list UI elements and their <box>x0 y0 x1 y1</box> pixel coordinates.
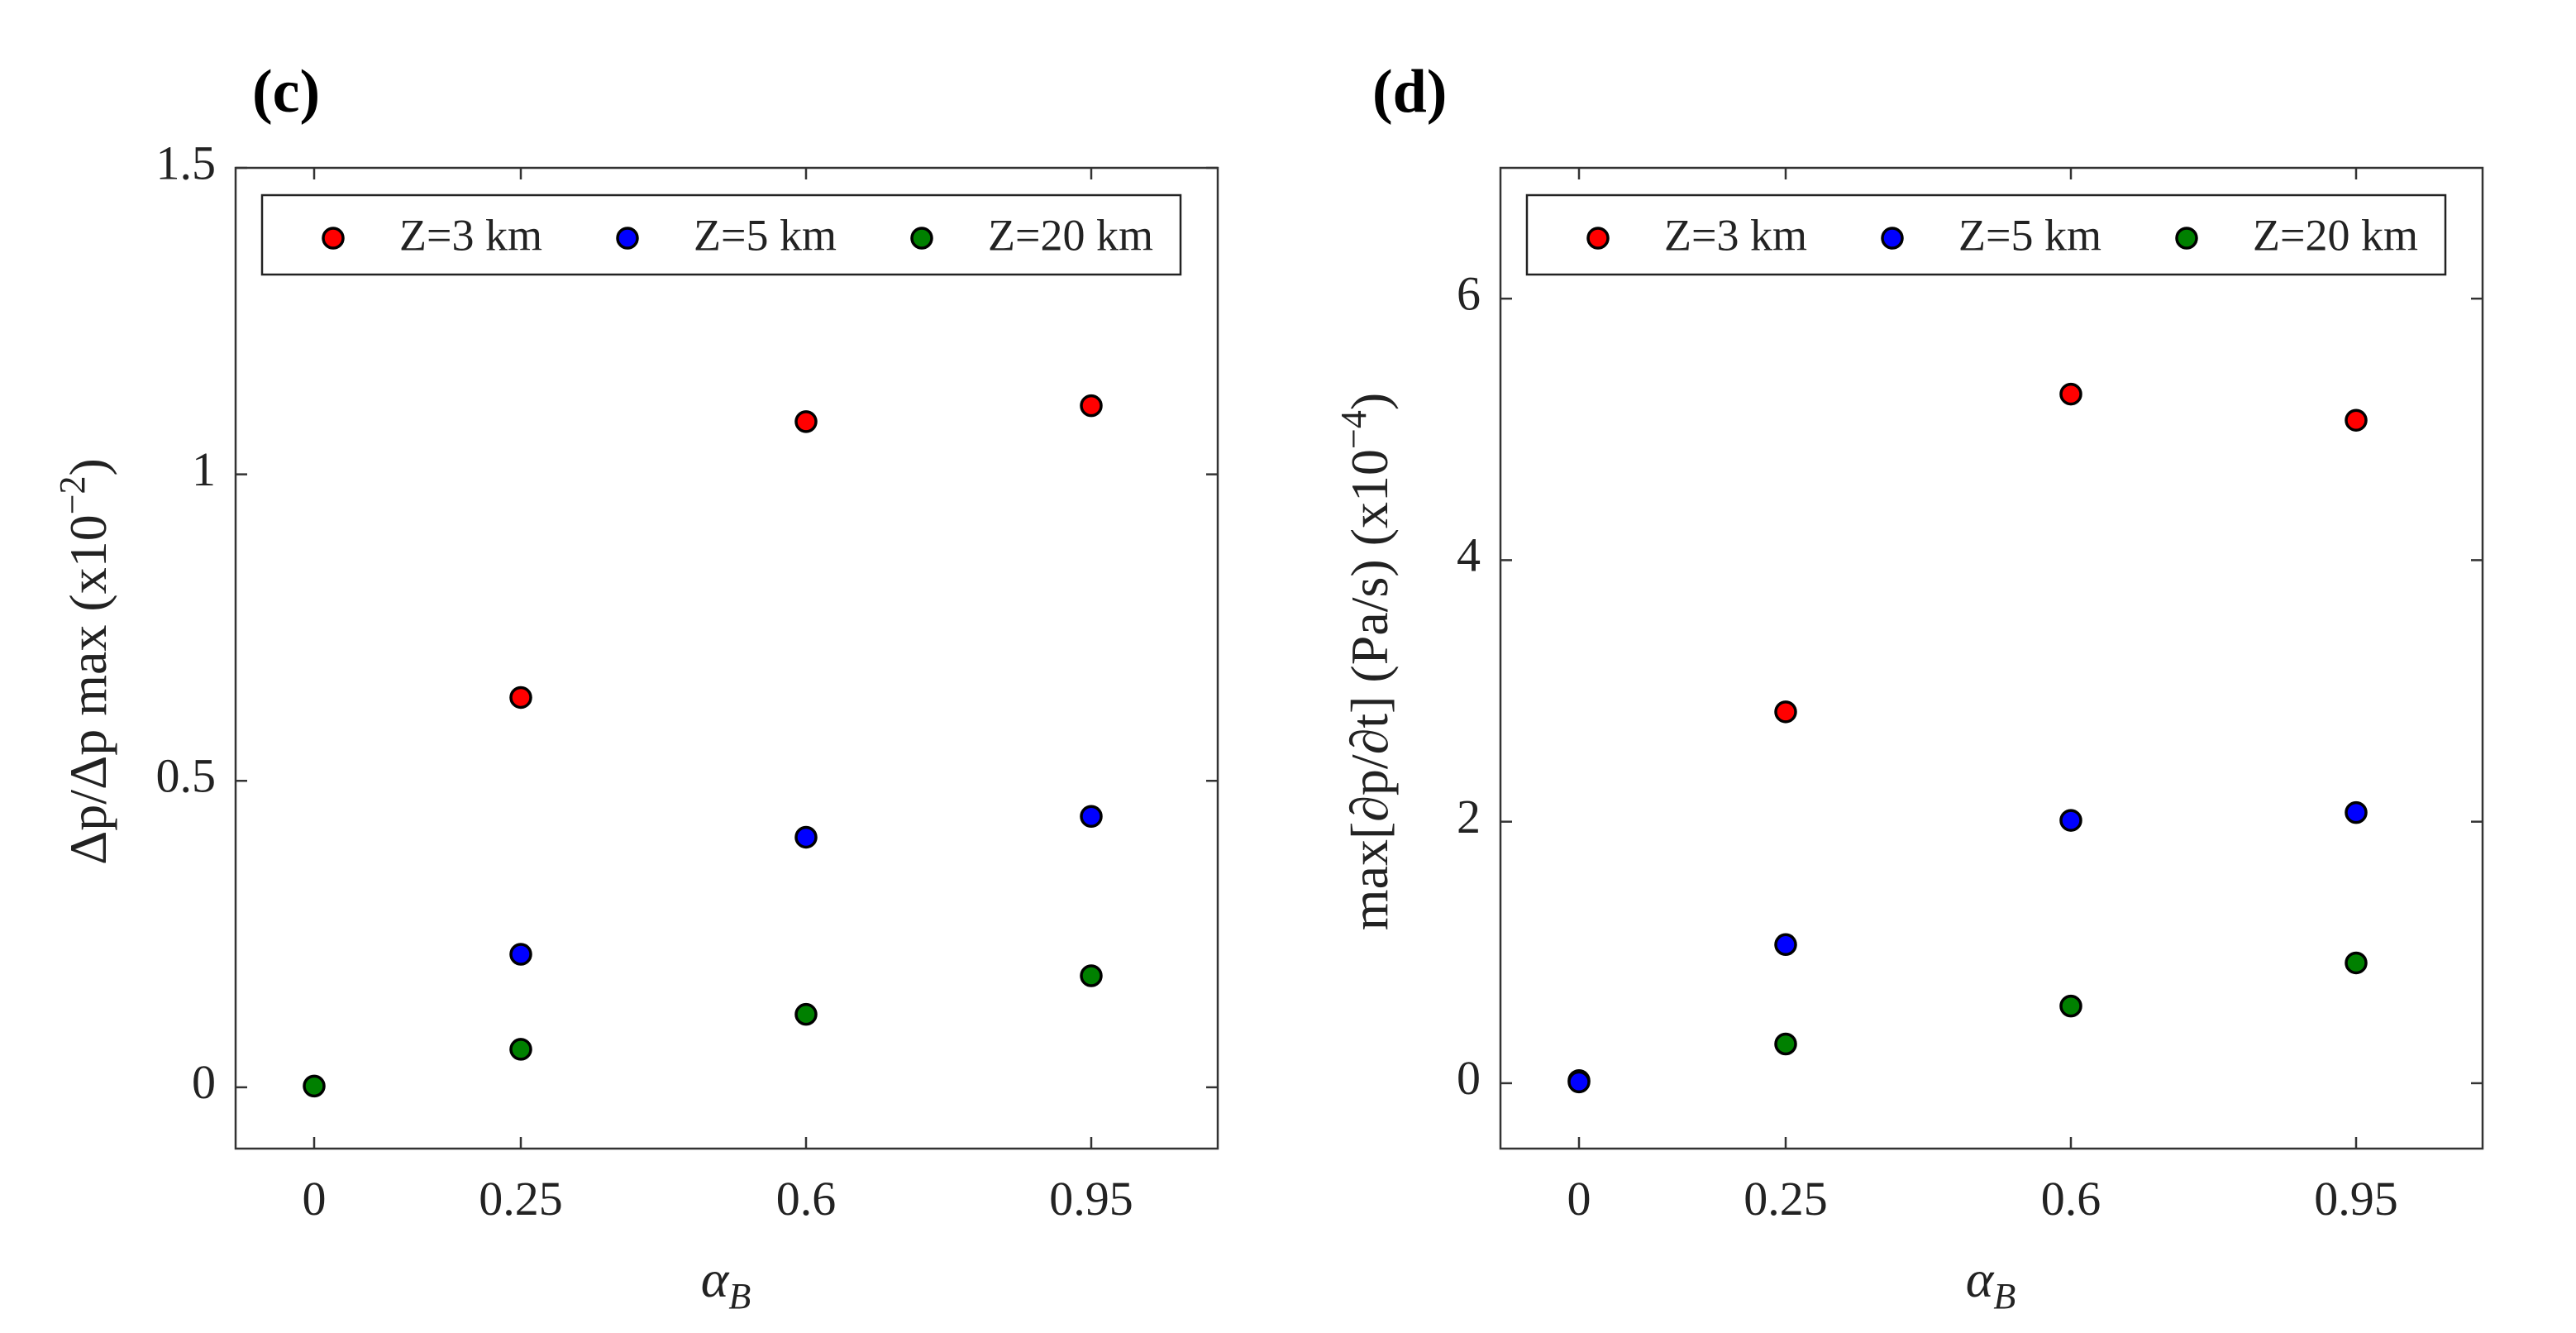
legend-marker-c-2 <box>910 227 933 250</box>
legend-c: Z=3 km Z=5 km Z=20 km <box>260 194 1182 276</box>
point-c-s1-3 <box>1080 805 1103 828</box>
xtick-label-c-2: 0.6 <box>776 1172 837 1226</box>
panel-d: (d) 0 2 4 6 0 0.25 0.6 0.95 αB max[∂p/∂t] (Pa/s… <box>1333 58 2484 1316</box>
xtick-label-c-3: 0.95 <box>1049 1172 1133 1226</box>
axes-frame-d <box>1499 166 2484 1150</box>
ytick-label-c-0: 0 <box>192 1055 216 1109</box>
x-axis-label-c-sub: B <box>728 1276 751 1316</box>
point-d-s2-2 <box>2059 994 2082 1018</box>
legend-marker-d-2 <box>2175 227 2198 250</box>
point-c-s0-1 <box>509 686 532 710</box>
point-d-s1-3 <box>2345 800 2368 824</box>
legend-text-c-1: Z=5 km <box>694 210 837 260</box>
x-axis-label-d: αB <box>1966 1249 2015 1316</box>
ytick-label-d-0: 0 <box>1457 1051 1481 1105</box>
legend-box-c <box>260 194 1182 276</box>
point-d-s1-0 <box>1567 1070 1591 1094</box>
legend-text-c-2: Z=20 km <box>988 210 1153 260</box>
xtick-label-d-0: 0 <box>1567 1172 1591 1226</box>
axes-frame-c <box>234 166 1219 1150</box>
point-c-s2-2 <box>794 1002 818 1026</box>
point-d-s2-1 <box>1774 1032 1797 1056</box>
point-d-s0-3 <box>2345 408 2368 432</box>
ytick-label-d-3: 6 <box>1457 266 1481 320</box>
panel-label-d: (d) <box>1372 58 1447 126</box>
x-axis-label-d-symbol: α <box>1966 1249 1995 1308</box>
y-axis-label-c-main: Δp/Δp max (x10 <box>59 514 117 865</box>
point-c-s0-2 <box>794 410 818 433</box>
legend-marker-c-1 <box>616 227 639 250</box>
y-axis-label-d-main: max[∂p/∂t] (Pa/s) (x10 <box>1340 449 1399 930</box>
axis-ticks-c: 0 0.5 1 1.5 0 0.25 0.6 0.95 <box>156 136 1218 1226</box>
y-axis-label-c-exp: −2 <box>52 475 93 514</box>
axis-ticks-d: 0 2 4 6 0 0.25 0.6 0.95 <box>1457 168 2483 1226</box>
data-points-c <box>303 394 1103 1098</box>
panel-c: (c) 0 0.5 1 1.5 0 0.25 0.6 0.95 αB Δp/Δp max (x… <box>52 58 1219 1316</box>
xtick-label-d-1: 0.25 <box>1744 1172 1828 1226</box>
legend-box-d <box>1525 194 2447 276</box>
legend-text-d-0: Z=3 km <box>1664 210 1807 260</box>
legend-marker-c-0 <box>322 227 345 250</box>
xtick-label-c-1: 0.25 <box>479 1172 563 1226</box>
panel-label-c: (c) <box>252 58 320 126</box>
point-d-s0-1 <box>1774 700 1797 724</box>
point-c-s1-1 <box>509 943 532 966</box>
ytick-label-c-2: 1 <box>192 442 216 496</box>
y-axis-label-d: max[∂p/∂t] (Pa/s) (x10−4) <box>1333 393 1399 930</box>
ytick-label-d-1: 2 <box>1457 790 1481 843</box>
legend-d: Z=3 km Z=5 km Z=20 km <box>1525 194 2447 276</box>
point-c-s1-2 <box>794 825 818 849</box>
y-axis-label-d-exp: −4 <box>1333 410 1374 449</box>
point-c-s2-1 <box>509 1038 532 1061</box>
ytick-label-c-1: 0.5 <box>156 749 217 803</box>
point-d-s1-1 <box>1774 933 1797 957</box>
legend-text-d-2: Z=20 km <box>2253 210 2418 260</box>
ytick-label-d-2: 4 <box>1457 528 1481 582</box>
y-axis-label-d-close: ) <box>1340 393 1399 410</box>
point-c-s2-3 <box>1080 964 1103 987</box>
x-axis-label-c-symbol: α <box>701 1249 730 1308</box>
xtick-label-d-2: 0.6 <box>2041 1172 2101 1226</box>
legend-text-d-1: Z=5 km <box>1958 210 2101 260</box>
x-axis-label-d-sub: B <box>1993 1276 2015 1316</box>
legend-marker-d-1 <box>1881 227 1904 250</box>
point-d-s0-2 <box>2059 382 2082 406</box>
y-axis-label-c-close: ) <box>59 458 117 475</box>
legend-marker-d-0 <box>1586 227 1610 250</box>
data-points-d <box>1567 382 2368 1094</box>
xtick-label-c-0: 0 <box>303 1172 327 1226</box>
point-d-s2-3 <box>2345 951 2368 975</box>
x-axis-label-c: αB <box>701 1249 751 1316</box>
ytick-label-c-3: 1.5 <box>156 136 217 189</box>
point-c-s0-3 <box>1080 394 1103 418</box>
point-c-s2-0 <box>303 1074 326 1098</box>
point-d-s1-2 <box>2059 809 2082 832</box>
xtick-label-d-3: 0.95 <box>2314 1172 2398 1226</box>
legend-text-c-0: Z=3 km <box>399 210 542 260</box>
y-axis-label-c: Δp/Δp max (x10−2) <box>52 458 117 865</box>
